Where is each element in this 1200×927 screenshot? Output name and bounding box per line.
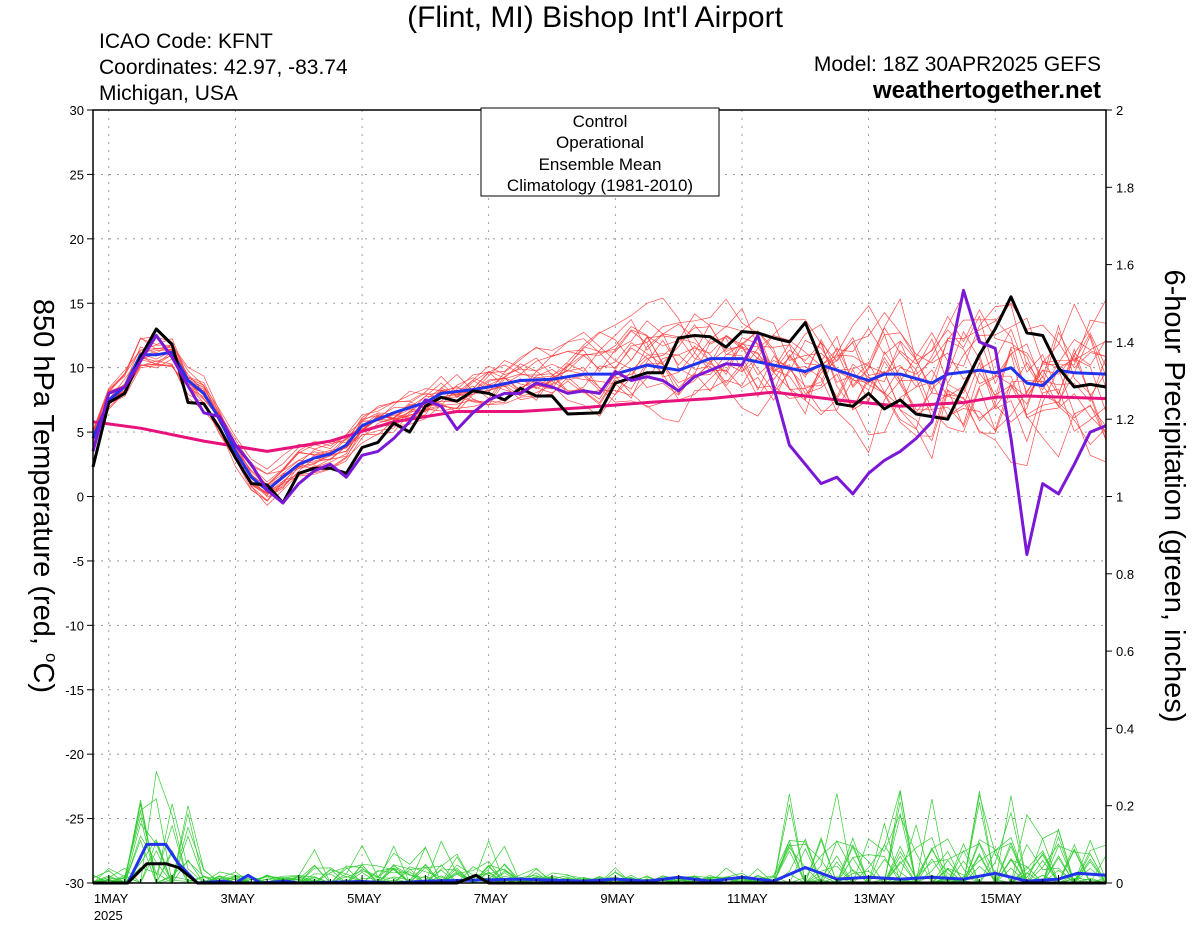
operational-temp-line [91,288,1107,556]
x-tick-label: 1MAY [94,891,129,906]
y-axis-label: 850 hPa Temperature (red, oC) [27,299,61,693]
x-tick-label: 3MAY [220,891,255,906]
icao-code: ICAO Code: KFNT [99,30,273,53]
series-lines [91,288,1107,885]
y2-tick-label: 1 [1116,490,1123,505]
legend-ensemble-mean: Ensemble Mean [539,155,662,174]
x-tick-label: 7MAY [474,891,509,906]
control-temp-line [91,295,1107,505]
legend-control: Control [573,112,628,131]
y-tick-label: -20 [65,747,84,762]
site-link[interactable]: weathertogether.net [872,77,1101,104]
legend: Control Operational Ensemble Mean Climat… [480,107,720,197]
y-tick-label: -30 [65,876,84,891]
temp-member-line [92,299,1107,483]
control-precip-line [93,862,1106,885]
precip-member-line [93,811,1107,884]
x-tick-label: 13MAY [854,891,896,906]
temp-member-line [92,293,1107,475]
x-axis: 1MAY 2025 3MAY 5MAY 7MAY 9MAY 11MAY 13MAY 15MAY [92,875,1107,923]
precip-member-line [92,805,1107,885]
grid [93,109,1106,884]
model-run: Model: 18Z 30APR2025 GEFS [814,53,1101,76]
x-tick-label: 11MAY [727,891,768,906]
x-tick-sublabel: 2025 [94,908,123,923]
precip-member-line [92,835,1107,884]
y-tick-label: 25 [70,167,84,182]
y2-tick-label: 1.4 [1116,335,1134,350]
y-tick-label: -25 [65,812,84,827]
temp-member-line [92,319,1107,494]
y-tick-label: -10 [65,618,84,633]
y2-tick-label: 1.6 [1116,258,1134,273]
precip-members [92,771,1107,885]
precip-member-line [93,815,1107,884]
precip-member-line [92,812,1107,884]
region: Michigan, USA [99,82,238,105]
y-axis-left: 30 25 20 15 10 5 0 -5 -10 -15 -20 -25 -30 [65,103,93,891]
ensemble-mean-temp-line [91,350,1107,492]
y-tick-label: 15 [70,296,84,311]
y2-tick-label: 0.4 [1116,721,1134,736]
y-tick-label: 10 [70,361,84,376]
x-tick-label: 9MAY [600,891,635,906]
legend-operational: Operational [556,133,644,152]
legend-climatology: Climatology (1981-2010) [507,176,693,195]
climatology-temp-line [92,390,1107,453]
y2-tick-label: 0.2 [1116,799,1134,814]
y2-tick-label: 0.6 [1116,644,1134,659]
y-tick-label: -15 [65,683,84,698]
temp-member-line [92,307,1107,470]
y-tick-label: 0 [77,490,84,505]
precip-member-line [93,804,1106,884]
coordinates: Coordinates: 42.97, -83.74 [99,56,348,79]
y-tick-label: 20 [70,232,84,247]
temp-member-line [92,331,1107,506]
temp-member-line [92,319,1107,475]
y-axis-right: 2 1.8 1.6 1.4 1.2 1 0.8 0.6 0.4 0.2 0 [1106,103,1134,891]
chart-title: (Flint, MI) Bishop Int'l Airport [407,1,784,34]
x-tick-label: 5MAY [347,891,382,906]
precip-member-line [92,771,1107,884]
y-tick-label: 5 [77,425,84,440]
legend-box [480,107,720,197]
y2-tick-label: 1.2 [1116,412,1134,427]
y-tick-label: -5 [72,554,84,569]
temp-member-line [92,334,1107,495]
y2-tick-label: 1.8 [1116,180,1134,195]
plot-frame [92,109,1107,884]
temp-member-line [92,332,1107,497]
y2-tick-label: 2 [1116,103,1123,118]
y2-tick-label: 0.8 [1116,567,1134,582]
y-tick-label: 30 [70,103,84,118]
y2-axis-label: 6-hour Precipitation (green, inches) [1158,270,1190,723]
x-tick-label: 15MAY [980,891,1022,906]
y2-tick-label: 0 [1116,876,1123,891]
